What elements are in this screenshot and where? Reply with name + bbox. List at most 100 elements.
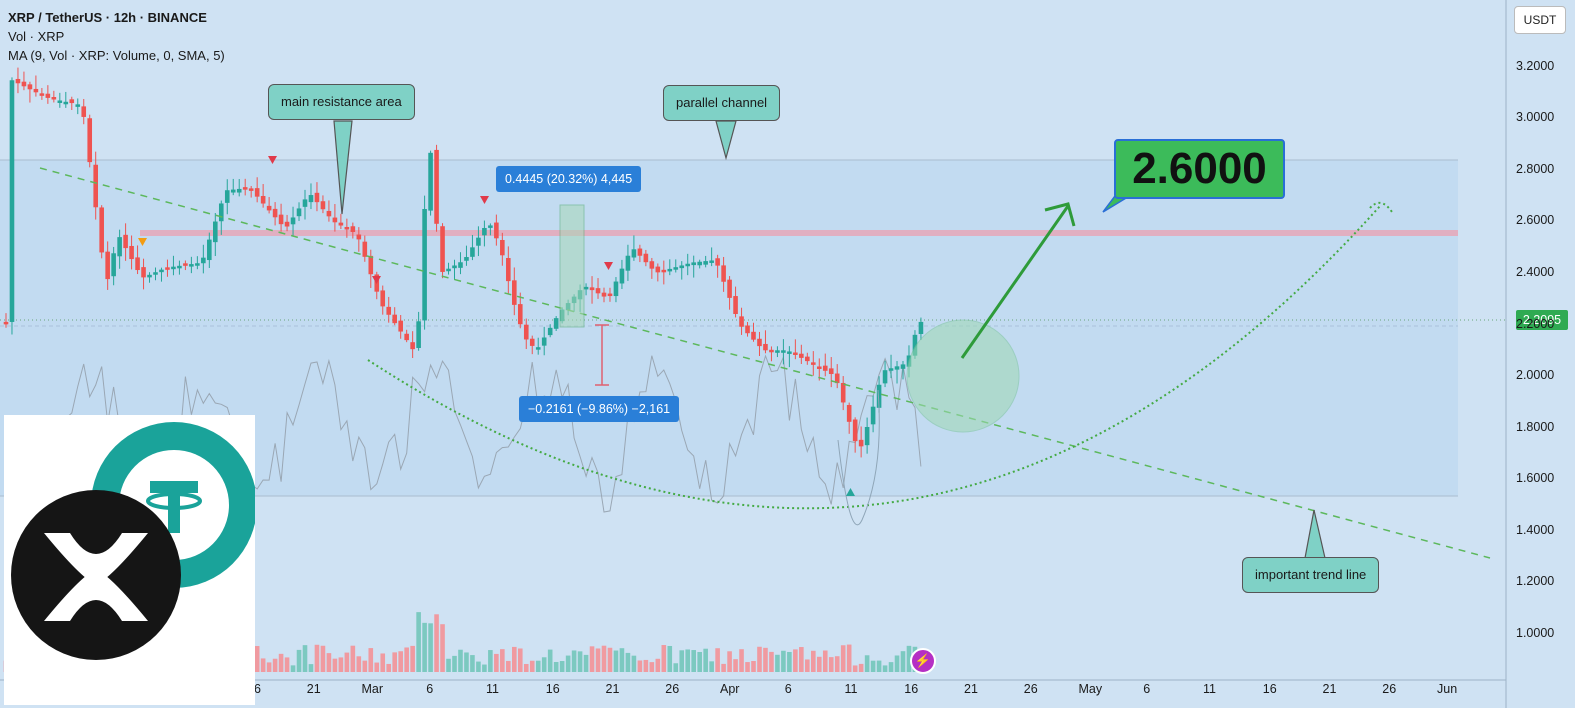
candle [643,253,649,263]
volume-bar [852,665,858,672]
time-tick-label: 6 [1143,682,1151,696]
time-tick-label: 21 [306,682,321,696]
volume-bar [440,624,445,672]
candle [135,257,140,271]
candle [308,195,314,203]
candle [165,267,170,270]
candle [141,267,146,278]
volume-bar [565,655,571,672]
volume-bar [721,663,726,672]
ma-indicator-label[interactable]: MA (9, Vol · XRP: Volume, 0, SMA, 5) [8,48,225,63]
candle [583,286,589,290]
volume-bar [308,664,314,672]
volume-bar [422,622,427,672]
volume-bar [787,651,792,672]
candle [398,320,403,332]
candle [33,88,39,93]
sell-marker [604,262,613,270]
volume-bar [876,660,882,672]
volume-bar [607,647,613,672]
candle [679,265,685,269]
volume-bar [386,663,392,672]
candle [805,356,810,362]
symbol-title[interactable]: XRP / TetherUS · 12h · BINANCE [8,10,207,25]
price-tick-label: 3.0000 [1516,110,1555,125]
candle [506,258,511,282]
candle [434,149,439,224]
candle [410,342,415,350]
candle [230,189,236,193]
sell-marker [268,156,277,164]
candle [236,188,242,193]
candle [177,265,182,269]
volume-bar [296,649,302,672]
volume-bar [613,650,619,672]
time-tick-label: 16 [904,682,919,696]
time-tick-label: Mar [361,682,384,696]
time-tick-label: 11 [486,682,499,696]
volume-bar [828,657,834,672]
volume-bar [589,646,595,672]
candle [338,222,344,226]
candle [876,384,882,408]
candle [476,237,481,246]
volume-bar [816,656,822,672]
volume-bar [775,654,780,672]
volume-bar [583,654,589,672]
candle [619,268,625,284]
candle [787,351,792,354]
volume-bar [428,623,433,672]
currency-badge[interactable]: USDT [1514,6,1566,34]
candle [709,260,714,263]
volume-bar [822,650,828,672]
volume-bar [679,650,685,672]
candle [631,249,637,258]
candle [27,84,33,90]
volume-bar [266,662,272,672]
volume-bar [900,651,906,672]
candle [793,352,798,355]
candles [3,67,924,458]
volume-bar [446,658,451,672]
volume-bar [799,647,804,672]
candle [218,203,224,222]
volume-bar [523,663,529,672]
volume-bar [254,646,260,672]
candle [213,221,218,243]
time-tick-label: 6 [784,682,792,696]
candle [93,164,98,208]
candle [242,187,248,190]
candle [368,255,374,275]
time-tick-label: 21 [605,682,620,696]
price-tick-label: 2.2000 [1516,316,1555,331]
candle [488,225,493,228]
candle [523,324,529,340]
resistance-zone [140,230,1458,236]
volume-bar [535,660,541,672]
volume-bar [703,648,708,672]
candle [685,263,691,267]
volume-bar [559,661,565,672]
consolidation-circle [906,319,1020,433]
volume-bar [715,648,720,672]
time-tick-label: Apr [720,682,740,696]
candle [446,268,451,272]
volume-bar [864,655,870,672]
volume-bar [374,662,380,672]
volume-bar [320,645,326,672]
volume-bar [488,650,493,672]
volume-bar [894,655,900,672]
price-tick-label: 2.6000 [1516,213,1555,228]
candle [159,269,164,273]
candle [207,239,212,261]
candle [882,370,888,384]
lightning-icon[interactable]: ⚡ [910,648,936,674]
candle [302,199,308,207]
signal-markers [138,156,855,496]
candle [858,439,864,447]
candle [745,325,750,334]
candle [404,333,409,341]
volume-bar [595,648,601,672]
volume-bar [553,661,559,672]
volume-indicator-label[interactable]: Vol · XRP [8,29,65,44]
